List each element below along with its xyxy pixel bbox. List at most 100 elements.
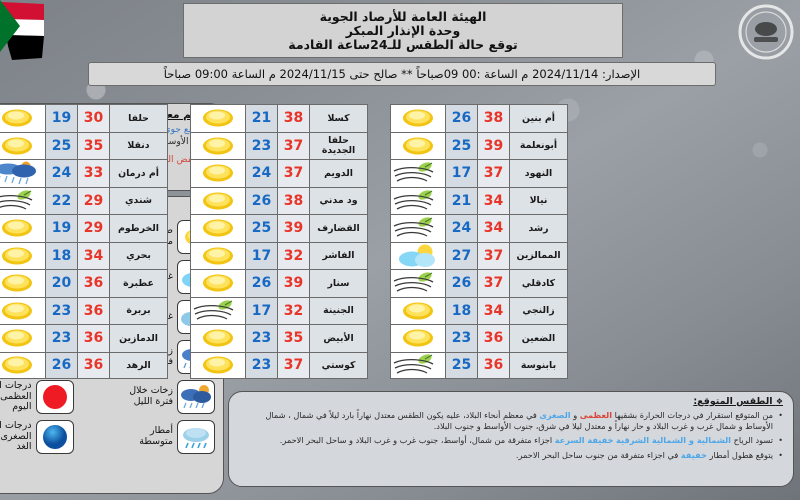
- expected-weather-item: • من المتوقع استقرار في درجات الحرارة بشق…: [239, 410, 783, 432]
- expected-weather-panel: ❖ الطقس المتوقع: • من المتوقع استقرار في …: [228, 391, 794, 487]
- legend-item: أمطار متوسطة: [77, 418, 215, 456]
- min-temp-cell: 17: [245, 242, 277, 269]
- min-temp-cell: 25: [245, 215, 277, 242]
- table-row: أم بنين 38 26: [390, 104, 568, 132]
- table-row: رشد 34 24: [390, 214, 568, 242]
- sunny-icon: [191, 242, 245, 269]
- city-name-cell: الفاشر: [309, 242, 367, 269]
- sunny-icon: [191, 187, 245, 214]
- table-row: نيالا 34 21: [390, 186, 568, 214]
- city-name-cell: الرهد: [109, 352, 167, 378]
- city-name-cell: الضعين: [509, 325, 567, 352]
- sunny-icon: [0, 132, 45, 159]
- table-row: كادقلي 37 26: [390, 269, 568, 297]
- max-temp-cell: 37: [477, 160, 509, 187]
- windy-icon: [391, 270, 445, 297]
- max-temp-cell: 32: [277, 242, 309, 269]
- red-circle-icon: [35, 380, 74, 414]
- table-row: الخرطوم 29 19: [0, 214, 168, 242]
- max-temp-cell: 36: [77, 352, 109, 378]
- city-name-cell: دنقلا: [109, 132, 167, 159]
- table-row: أبونعلمة 39 25: [390, 131, 568, 159]
- min-temp-cell: 26: [445, 270, 477, 297]
- legend-label: درجات الحرارة العظمى اليوم: [0, 380, 32, 413]
- city-name-cell: عطبرة: [109, 270, 167, 297]
- table-row: الدويم 37 24: [190, 159, 368, 187]
- max-temp-cell: 39: [477, 132, 509, 159]
- sudan-flag-icon: [0, 0, 46, 62]
- partly-cloudy-icon: [391, 242, 445, 269]
- legend-label: أمطار متوسطة: [139, 425, 173, 447]
- max-temp-cell: 36: [477, 325, 509, 352]
- table-row: زالنجي 34 18: [390, 296, 568, 324]
- table-row: عطبرة 36 20: [0, 269, 168, 297]
- min-temp-cell: 18: [445, 297, 477, 324]
- city-name-cell: الخرطوم: [109, 215, 167, 242]
- sunny-icon: [191, 132, 245, 159]
- city-name-cell: أم درمان: [109, 160, 167, 187]
- expected-weather-item: • تسود الرياح الشمالية و الشمالية الشرقية…: [239, 435, 783, 447]
- forecast-column-right: حلفا 30 19 دنقلا 35 25 أم درمان 33 24 شندي 29 22 الخ…: [0, 104, 168, 379]
- sunny-icon: [191, 270, 245, 297]
- max-temp-cell: 37: [277, 132, 309, 159]
- sunny-icon: [0, 105, 45, 132]
- sunny-icon: [0, 242, 45, 269]
- city-name-cell: أم بنين: [509, 105, 567, 132]
- bullet-icon: •: [778, 451, 783, 461]
- city-name-cell: حلفا الجديدة: [309, 132, 367, 159]
- sunny-icon: [0, 352, 45, 378]
- table-row: بابنوسة 36 25: [390, 351, 568, 379]
- table-row: الممالزين 37 27: [390, 241, 568, 269]
- min-temp-cell: 26: [245, 270, 277, 297]
- expected-weather-text: من المتوقع استقرار في درجات الحرارة بشقي…: [265, 410, 773, 432]
- expected-weather-items: • من المتوقع استقرار في درجات الحرارة بشق…: [239, 410, 783, 462]
- min-temp-cell: 24: [245, 160, 277, 187]
- table-row: بربرة 36 23: [0, 296, 168, 324]
- city-name-cell: الأبيض: [309, 325, 367, 352]
- max-temp-cell: 29: [77, 215, 109, 242]
- title-line-2: وحدة الإنذار المبكر: [345, 22, 461, 38]
- city-name-cell: بحري: [109, 242, 167, 269]
- min-temp-cell: 26: [445, 105, 477, 132]
- highlight-lead: مرتفع جوي: [163, 124, 206, 135]
- city-name-cell: بابنوسة: [509, 352, 567, 378]
- table-row: دنقلا 35 25: [0, 131, 168, 159]
- table-row: الجنينة 32 17: [190, 296, 368, 324]
- max-temp-cell: 34: [477, 187, 509, 214]
- table-row: الأبيض 35 23: [190, 324, 368, 352]
- windy-icon: [391, 215, 445, 242]
- max-temp-cell: 36: [77, 325, 109, 352]
- expected-weather-title-text: الطقس المتوقع:: [693, 396, 773, 407]
- expected-weather-text: تسود الرياح الشمالية و الشمالية الشرقية …: [279, 435, 773, 446]
- table-row: ود مدني 38 26: [190, 186, 368, 214]
- city-name-cell: ود مدني: [309, 187, 367, 214]
- max-temp-cell: 30: [77, 105, 109, 132]
- city-name-cell: حلفا: [109, 105, 167, 132]
- table-row: الدمازين 36 23: [0, 324, 168, 352]
- forecast-column-left: أم بنين 38 26 أبونعلمة 39 25 النهود 37 17 نيالا 34…: [390, 104, 568, 379]
- windy-icon: [191, 297, 245, 324]
- max-temp-cell: 33: [77, 160, 109, 187]
- min-temp-cell: 21: [445, 187, 477, 214]
- bullet-icon: •: [778, 411, 783, 420]
- min-temp-cell: 20: [45, 270, 77, 297]
- min-temp-cell: 23: [245, 325, 277, 352]
- max-temp-cell: 36: [77, 297, 109, 324]
- city-name-cell: النهود: [509, 160, 567, 187]
- min-temp-cell: 23: [45, 325, 77, 352]
- min-temp-cell: 23: [45, 297, 77, 324]
- title-line-3: توقع حالة الطقس للـ24ساعة القادمة: [288, 36, 518, 52]
- min-temp-cell: 25: [45, 132, 77, 159]
- table-row: كوستي 37 23: [190, 351, 368, 379]
- forecast-column-middle: كسلا 38 21 حلفا الجديدة 37 23 الدويم 37 24 ود مدن…: [190, 104, 368, 379]
- max-temp-cell: 36: [77, 270, 109, 297]
- min-temp-cell: 23: [245, 352, 277, 378]
- sunny-icon: [191, 160, 245, 187]
- bullet-icon: •: [778, 436, 783, 446]
- city-name-cell: أبونعلمة: [509, 132, 567, 159]
- max-temp-cell: 36: [477, 352, 509, 378]
- city-name-cell: نيالا: [509, 187, 567, 214]
- legend-item: درجات الحرارة الصغرى الغد: [0, 418, 74, 456]
- sunny-icon: [391, 132, 445, 159]
- max-temp-cell: 34: [477, 215, 509, 242]
